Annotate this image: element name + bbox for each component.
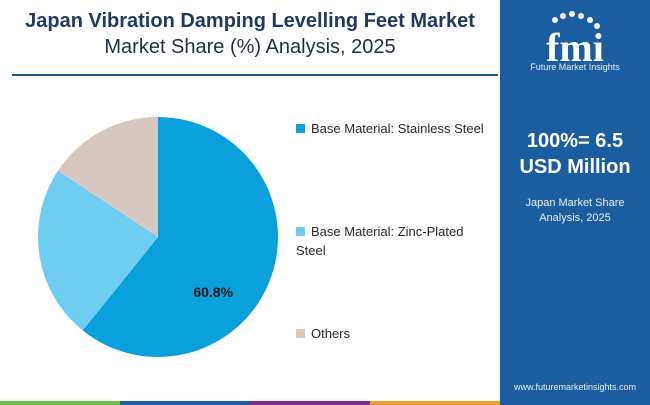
legend-item-stainless-steel: Base Material: Stainless Steel [296, 119, 496, 138]
title-divider [12, 74, 498, 76]
legend-item-zinc-plated-steel: Base Material: Zinc-Plated Steel [296, 222, 496, 260]
legend-swatch-others [296, 329, 305, 338]
logo-letters: fmi [546, 25, 604, 70]
total-value-line1: 100%= 6.5 [526, 130, 624, 152]
pie-slice-3 [57, 116, 159, 237]
accent-segment-purple [250, 401, 370, 405]
panel-caption-line2: Analysis, 2025 [539, 212, 611, 224]
legend-swatch-zinc-plated-steel [296, 227, 305, 236]
accent-segment-blue [120, 401, 250, 405]
accent-segment-green [0, 401, 120, 405]
pie-slice-1 [82, 117, 279, 358]
legend-label-others: Others [311, 326, 351, 341]
pie-label-1: 60.8% [193, 284, 233, 300]
info-panel: fmi Future Market Insights 100%= 6.5 USD… [500, 0, 650, 405]
legend-label-zinc-plated-steel-line1: Base Material: Zinc-Plated [311, 224, 464, 239]
bottom-accent-bar [0, 401, 500, 405]
legend-swatch-stainless-steel [296, 124, 305, 133]
total-value: 100%= 6.5 USD Million [500, 128, 650, 180]
panel-caption: Japan Market Share Analysis, 2025 [500, 196, 650, 226]
pie-slice-2 [37, 170, 158, 331]
accent-segment-orange [370, 401, 500, 405]
panel-caption-line1: Japan Market Share [525, 197, 625, 209]
website-url: www.futuremarketinsights.com [513, 382, 637, 392]
chart-title: Japan Vibration Damping Levelling Feet M… [25, 10, 475, 32]
legend-label-zinc-plated-steel-line2: Steel [296, 243, 326, 258]
total-value-line2: USD Million [519, 156, 631, 178]
logo-caption: Future Market Insights [530, 62, 620, 72]
chart-subtitle: Market Share (%) Analysis, 2025 [104, 36, 396, 58]
legend-label-stainless-steel: Base Material: Stainless Steel [311, 121, 484, 136]
fmi-logo: fmi [546, 11, 604, 70]
legend-item-others: Others [296, 324, 496, 343]
pie-chart: 60.8% [37, 116, 279, 358]
